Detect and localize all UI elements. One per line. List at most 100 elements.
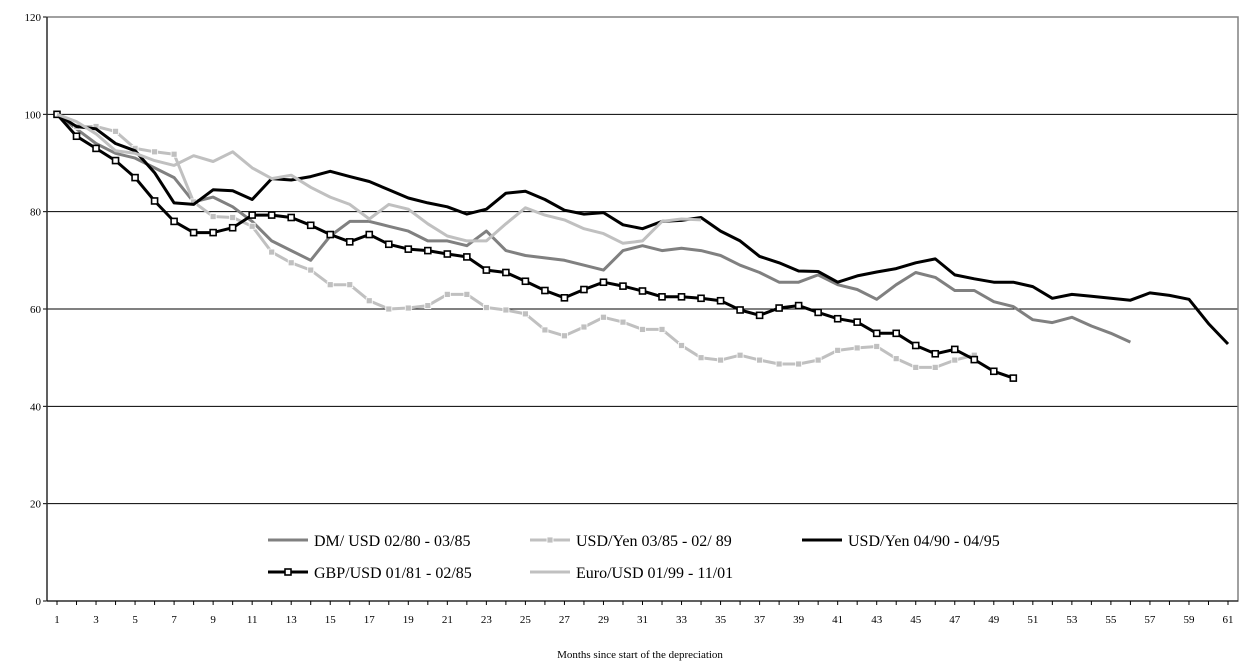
data-point	[775, 360, 783, 368]
series-4	[53, 110, 1018, 382]
data-point	[522, 310, 529, 318]
x-tick-label: 25	[520, 614, 532, 626]
x-tick-label: 35	[715, 614, 727, 626]
data-point	[326, 230, 335, 239]
data-point	[834, 346, 842, 354]
data-point	[541, 286, 549, 295]
legend-item: Euro/USD 01/99 - 11/01	[530, 565, 733, 582]
data-point	[931, 349, 940, 358]
data-point	[287, 259, 295, 267]
data-point	[736, 306, 744, 314]
data-point	[92, 144, 100, 153]
data-point	[638, 287, 647, 295]
data-point	[560, 294, 569, 302]
data-point	[892, 329, 901, 338]
data-point	[365, 230, 374, 239]
data-point	[717, 356, 724, 364]
data-point	[424, 246, 432, 255]
series-line	[55, 113, 1014, 380]
y-tick-label: 100	[25, 109, 42, 121]
data-point	[677, 293, 686, 301]
data-point	[209, 228, 217, 237]
data-point	[989, 367, 998, 376]
data-point	[658, 326, 666, 333]
series-lines	[53, 110, 1230, 382]
x-tick-label: 9	[210, 614, 216, 626]
data-point	[267, 211, 276, 219]
legend-label: DM/ USD 02/80 - 03/85	[314, 533, 470, 550]
data-point	[599, 278, 608, 287]
data-point	[482, 266, 491, 274]
data-point	[268, 248, 276, 256]
series-5	[56, 112, 702, 245]
data-point	[697, 354, 705, 362]
data-point	[931, 363, 939, 371]
x-tick-label: 39	[793, 614, 805, 626]
x-tick-label: 59	[1183, 614, 1195, 626]
data-point	[248, 222, 256, 230]
y-tick-label: 120	[25, 12, 42, 24]
series-2	[53, 110, 978, 371]
x-tick-label: 7	[171, 614, 177, 626]
data-point	[248, 211, 256, 219]
legend: DM/ USD 02/80 - 03/85 USD/Yen 03/85 - 02/…	[268, 533, 1000, 582]
legend-item: USD/Yen 03/85 - 02/ 89	[530, 533, 732, 550]
x-tick-label: 47	[949, 614, 961, 626]
data-point	[287, 213, 296, 222]
data-point	[814, 356, 822, 364]
x-tick-label: 31	[637, 614, 648, 626]
x-tick-label: 41	[832, 614, 843, 626]
data-point	[912, 363, 920, 371]
data-point	[853, 318, 861, 326]
x-tick-label: 13	[286, 614, 298, 626]
data-point	[463, 253, 471, 261]
data-point	[755, 311, 764, 320]
legend-label: GBP/USD 01/81 - 02/85	[314, 565, 472, 582]
legend-item: GBP/USD 01/81 - 02/85	[268, 565, 472, 582]
data-point	[150, 197, 159, 205]
data-point	[502, 306, 510, 314]
data-point	[950, 345, 959, 354]
data-point	[404, 245, 413, 253]
data-point	[600, 313, 607, 321]
x-tick-label: 33	[676, 614, 688, 626]
data-point	[170, 150, 178, 158]
data-point	[892, 355, 900, 363]
y-tick-label: 20	[30, 499, 42, 511]
series-line	[56, 112, 702, 245]
data-point	[970, 355, 979, 364]
data-point	[619, 318, 627, 326]
data-point	[911, 341, 920, 350]
data-point	[326, 281, 334, 289]
y-tick-label: 40	[30, 401, 42, 413]
data-point	[365, 297, 373, 305]
x-tick-label: 15	[325, 614, 337, 626]
data-point	[716, 296, 725, 305]
x-tick-label: 57	[1144, 614, 1156, 626]
data-point	[951, 356, 959, 364]
x-tick-label: 37	[754, 614, 766, 626]
data-point	[385, 305, 393, 313]
data-point	[639, 326, 646, 333]
series-line	[56, 113, 1132, 344]
data-point	[795, 360, 803, 368]
legend-label: USD/Yen 04/90 - 04/95	[848, 533, 1000, 550]
x-tick-label: 55	[1105, 614, 1117, 626]
x-tick-label: 17	[364, 614, 376, 626]
data-point	[482, 304, 490, 311]
data-point	[833, 314, 842, 323]
x-tick-label: 1	[54, 614, 60, 626]
x-tick-label: 23	[481, 614, 493, 626]
data-point	[658, 293, 666, 301]
data-point	[794, 301, 803, 310]
data-point	[229, 214, 237, 221]
legend-item: USD/Yen 04/90 - 04/95	[802, 533, 1000, 550]
data-point	[443, 250, 452, 258]
data-point	[756, 356, 763, 364]
y-tick-label: 80	[30, 207, 42, 219]
x-tick-label: 11	[247, 614, 258, 626]
data-point	[112, 127, 119, 135]
data-point	[541, 326, 549, 334]
data-point	[346, 281, 354, 289]
